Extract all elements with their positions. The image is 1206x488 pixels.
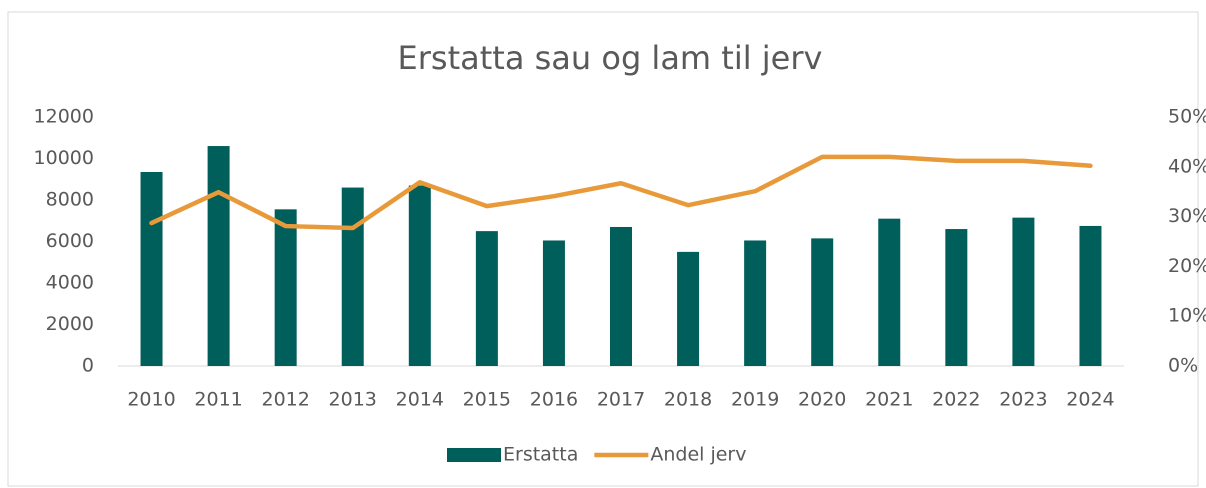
bar <box>744 240 767 366</box>
x-tick-label: 2014 <box>396 389 444 411</box>
bar <box>878 218 901 366</box>
y2-tick-label: 20% <box>1168 255 1206 277</box>
line <box>149 154 1093 231</box>
x-tick-label: 2020 <box>798 389 846 411</box>
x-tick-label: 2012 <box>261 389 309 411</box>
bar <box>677 251 700 366</box>
legend-label: Erstatta <box>503 444 578 466</box>
bar <box>542 240 565 366</box>
x-tick-label: 2013 <box>329 389 377 411</box>
bar <box>341 187 364 366</box>
bar <box>945 229 968 366</box>
y-tick-label: 6000 <box>46 230 94 252</box>
x-tick-label: 2022 <box>932 389 980 411</box>
bar <box>1079 225 1102 366</box>
x-tick-label: 2019 <box>731 389 779 411</box>
bar <box>610 226 632 366</box>
y-tick-label: 0 <box>82 355 94 377</box>
x-tick-label: 2018 <box>664 389 712 411</box>
x-tick-label: 2021 <box>865 389 913 411</box>
y-tick-label: 4000 <box>46 272 94 294</box>
y-tick-label: 8000 <box>46 189 94 211</box>
x-tick-label: 2016 <box>530 389 578 411</box>
y2-tick-label: 0% <box>1168 355 1198 377</box>
x-tick-label: 2023 <box>999 389 1047 411</box>
x-tick-label: 2011 <box>194 389 242 411</box>
y-tick-label: 12000 <box>34 106 94 128</box>
bar <box>274 209 297 366</box>
bar <box>140 171 163 366</box>
chart-frame <box>7 11 1199 487</box>
y-tick-label: 10000 <box>34 147 94 169</box>
y2-tick-label: 30% <box>1168 205 1206 227</box>
x-tick-label: 2024 <box>1066 389 1114 411</box>
bar <box>408 185 431 366</box>
bar <box>475 231 498 366</box>
bar <box>1012 217 1035 366</box>
x-tick-label: 2015 <box>463 389 511 411</box>
x-tick-label: 2010 <box>127 389 175 411</box>
y2-tick-label: 40% <box>1168 155 1206 177</box>
y-tick-label: 2000 <box>46 313 94 335</box>
bar <box>811 238 834 366</box>
y2-tick-label: 50% <box>1168 106 1206 128</box>
chart-title: Erstatta sau og lam til jerv <box>398 39 823 77</box>
x-tick-label: 2017 <box>597 389 645 411</box>
legend-swatch <box>447 448 501 462</box>
legend-label: Andel jerv <box>650 444 746 466</box>
bar <box>207 146 230 366</box>
y2-tick-label: 10% <box>1168 305 1206 327</box>
